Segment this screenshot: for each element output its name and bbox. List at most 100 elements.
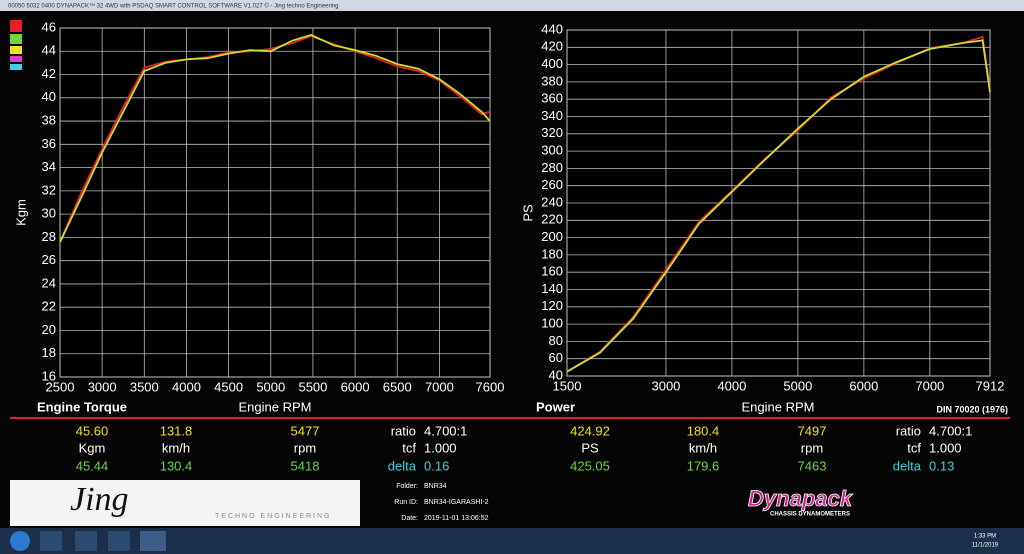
readout-compare: 425.05: [570, 458, 610, 473]
delta-label: delta: [388, 458, 417, 473]
y-tick-label: 380: [541, 73, 563, 88]
chart-title: Power: [536, 399, 575, 414]
x-tick-label: 2500: [46, 379, 75, 394]
tcf-label: tcf: [907, 440, 921, 455]
y-axis-label: Kgm: [13, 199, 28, 226]
tcf-label: tcf: [402, 440, 416, 455]
y-tick-label: 80: [549, 333, 563, 348]
clock-time: 1:33 PM: [974, 534, 996, 540]
x-tick-label: 6000: [341, 379, 370, 394]
readout-value: 7497: [798, 423, 827, 438]
x-axis-label: Engine RPM: [239, 399, 312, 414]
readout-value: 5477: [291, 423, 320, 438]
x-tick-label: 7600: [476, 379, 505, 394]
readout-unit: rpm: [294, 440, 316, 455]
start-button[interactable]: [10, 531, 30, 551]
y-tick-label: 34: [42, 159, 56, 174]
ratio-value: 4.700:1: [929, 423, 972, 438]
y-tick-label: 30: [42, 206, 56, 221]
standard: DIN 70020 (1976): [936, 404, 1008, 414]
ratio-label: ratio: [391, 423, 416, 438]
y-tick-label: 38: [42, 113, 56, 128]
legend-swatch: [10, 56, 22, 62]
x-tick-label: 3000: [88, 379, 117, 394]
readout-unit: Kgm: [79, 440, 106, 455]
readout-unit: km/h: [162, 440, 190, 455]
y-tick-label: 24: [42, 275, 56, 290]
readout-unit: rpm: [801, 440, 823, 455]
x-tick-label: 6000: [849, 378, 878, 393]
ratio-value: 4.700:1: [424, 423, 467, 438]
x-tick-label: 5500: [298, 379, 327, 394]
taskbar-icon[interactable]: [75, 531, 97, 551]
y-tick-label: 40: [549, 367, 563, 382]
readout-compare: 7463: [798, 458, 827, 473]
legend-swatch: [10, 34, 22, 44]
readout-value: 45.60: [76, 423, 109, 438]
y-tick-label: 320: [541, 125, 563, 140]
y-tick-label: 440: [541, 21, 563, 36]
y-tick-label: 26: [42, 252, 56, 267]
y-tick-label: 300: [541, 143, 563, 158]
clock-date: 11/1/2019: [972, 543, 999, 549]
y-tick-label: 360: [541, 91, 563, 106]
run-info-label: Run ID:: [394, 499, 418, 506]
legend-swatch: [10, 46, 22, 54]
y-tick-label: 180: [541, 246, 563, 261]
y-tick-label: 340: [541, 108, 563, 123]
y-tick-label: 220: [541, 212, 563, 227]
x-tick-label: 5000: [256, 379, 285, 394]
readout-value: 131.8: [160, 423, 193, 438]
y-tick-label: 40: [42, 89, 56, 104]
chart-title: Engine Torque: [37, 399, 127, 414]
x-tick-label: 7000: [425, 379, 454, 394]
run-info-value: BNR34-IGARASHI-2: [424, 499, 489, 506]
y-tick-label: 22: [42, 299, 56, 314]
y-tick-label: 120: [541, 298, 563, 313]
x-tick-label: 7912: [976, 378, 1005, 393]
y-tick-label: 140: [541, 281, 563, 296]
run-info-value: 2019-11-01 13:06:52: [424, 515, 489, 522]
y-tick-label: 420: [541, 39, 563, 54]
taskbar: [0, 528, 1024, 554]
run-info-label: Folder:: [396, 483, 418, 490]
legend-swatch: [10, 64, 22, 70]
readout-unit: km/h: [689, 440, 717, 455]
y-tick-label: 280: [541, 160, 563, 175]
y-axis-label: PS: [520, 204, 535, 222]
tcf-value: 1.000: [929, 440, 962, 455]
y-tick-label: 32: [42, 182, 56, 197]
x-tick-label: 7000: [915, 378, 944, 393]
taskbar-icon[interactable]: [140, 531, 166, 551]
y-tick-label: 160: [541, 264, 563, 279]
x-tick-label: 3500: [130, 379, 159, 394]
y-tick-label: 240: [541, 194, 563, 209]
readout-value: 424.92: [570, 423, 610, 438]
y-tick-label: 400: [541, 56, 563, 71]
taskbar-icon[interactable]: [108, 531, 130, 551]
x-tick-label: 6500: [383, 379, 412, 394]
y-tick-label: 260: [541, 177, 563, 192]
y-tick-label: 60: [549, 350, 563, 365]
y-tick-label: 18: [42, 345, 56, 360]
plot-area: [59, 27, 491, 378]
brand-name: Dynapack: [748, 486, 854, 511]
y-tick-label: 44: [42, 43, 56, 58]
brand-tagline: CHASSIS DYNAMOMETERS: [770, 512, 850, 518]
taskbar-icon[interactable]: [40, 531, 62, 551]
delta-label: delta: [893, 458, 922, 473]
tcf-value: 1.000: [424, 440, 457, 455]
y-tick-label: 36: [42, 136, 56, 151]
logo-box: [10, 480, 360, 526]
x-tick-label: 4000: [172, 379, 201, 394]
ratio-label: ratio: [896, 423, 921, 438]
x-tick-label: 4000: [717, 378, 746, 393]
window-title: 00050 5032 0400 DYNAPACK™ 32 4WD with PS…: [8, 3, 338, 10]
readout-compare: 179.6: [687, 458, 720, 473]
y-tick-label: 16: [42, 368, 56, 383]
delta-value: 0.16: [424, 458, 449, 473]
y-tick-label: 42: [42, 66, 56, 81]
logo-name: Jing: [70, 481, 129, 518]
y-tick-label: 100: [541, 316, 563, 331]
